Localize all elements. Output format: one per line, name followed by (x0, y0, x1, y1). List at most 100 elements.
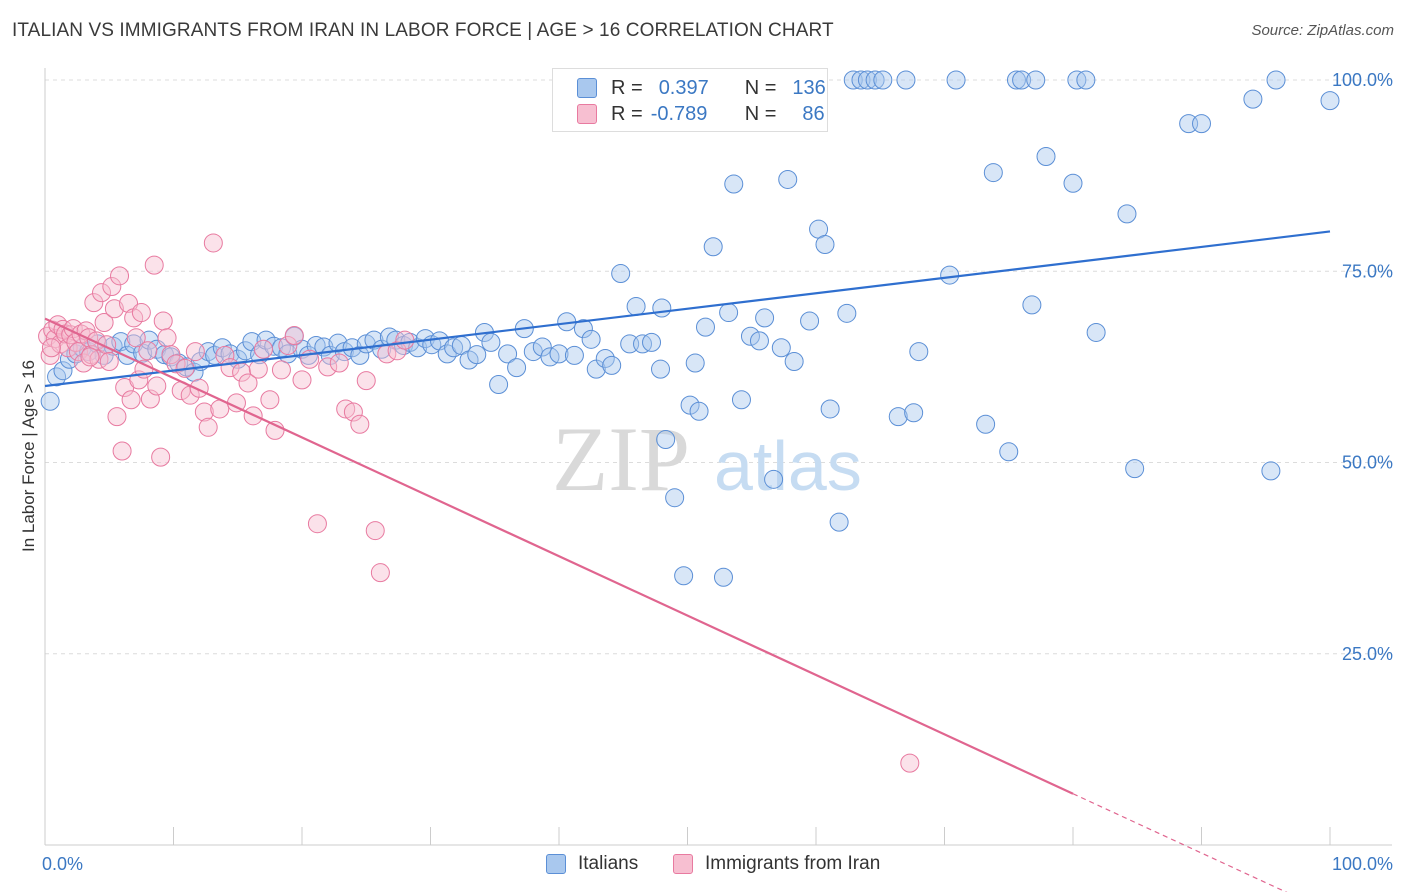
italians-point (611, 264, 631, 284)
iran-point (121, 390, 141, 410)
iran-point (336, 399, 356, 419)
legend-swatch-italians (577, 78, 597, 98)
italians-point (626, 296, 646, 316)
iran-point (271, 360, 291, 380)
italians-point (1117, 204, 1137, 224)
iran-point (387, 341, 407, 361)
italians-point (1192, 114, 1211, 134)
italians-trend-line (44, 230, 1331, 388)
italians-point (755, 308, 775, 328)
iran-point (104, 299, 124, 319)
italians-point (778, 169, 798, 189)
italians-point (940, 265, 960, 285)
italians-point (489, 374, 509, 394)
iran-point (292, 370, 312, 390)
italians-point (865, 70, 885, 90)
iran-point (119, 293, 139, 313)
axes (44, 68, 1392, 846)
italians-point (564, 345, 584, 365)
iran-point (356, 371, 376, 391)
italians-point (999, 442, 1019, 462)
italians-point (350, 345, 370, 365)
italians-point (1022, 295, 1042, 315)
iran-point (284, 326, 304, 346)
legend-row-italians: R = 0.397 N = 136 (577, 75, 826, 101)
italians-point (1261, 461, 1281, 481)
series-italians (40, 70, 1340, 587)
iran-point (126, 328, 146, 348)
italians-point (983, 163, 1003, 183)
y-tick-label: 75.0% (1342, 261, 1393, 281)
chart-title: ITALIAN VS IMMIGRANTS FROM IRAN IN LABOR… (12, 20, 834, 41)
iran-point (253, 339, 273, 359)
italians-point (444, 338, 464, 358)
italians-point (713, 567, 733, 587)
bottom-legend-swatch-iran (673, 854, 693, 874)
iran-point (343, 402, 363, 422)
tick-labels: 25.0% 50.0% 75.0% 100.0% 0.0% 100.0% (42, 70, 1393, 874)
italians-point (1125, 459, 1145, 479)
iran-point (161, 345, 181, 365)
italians-point (1026, 70, 1046, 90)
italians-point (703, 237, 723, 257)
italians-point (498, 344, 518, 364)
italians-point (888, 407, 908, 427)
italians-point (749, 331, 769, 351)
x-tick-label: 100.0% (1332, 854, 1393, 874)
iran-point (329, 353, 349, 373)
italians-point (1243, 89, 1263, 109)
italians-point (573, 319, 593, 339)
italians-point (837, 303, 857, 323)
italians-point (507, 358, 527, 378)
italians-point (976, 414, 996, 434)
italians-point (1063, 173, 1083, 193)
iran-point (203, 233, 223, 253)
iran-point (107, 407, 127, 427)
legend-n-value: 136 (792, 76, 826, 99)
italians-point (53, 361, 73, 381)
iran-point (194, 402, 214, 422)
legend-n-value: 86 (802, 102, 825, 125)
italians-point (1036, 147, 1056, 166)
trend-lines (44, 230, 1331, 892)
italians-point (602, 355, 622, 375)
iran-point (198, 417, 218, 437)
iran-point (248, 359, 268, 379)
italians-point (800, 311, 820, 331)
italians-point (820, 399, 840, 419)
italians-point (205, 345, 225, 365)
legend-r-value: -0.789 (650, 102, 708, 125)
iran-point (153, 311, 173, 331)
watermark-atlas: atlas (714, 427, 862, 505)
iran-point (900, 753, 920, 773)
iran-point (370, 563, 390, 583)
italians-point (481, 332, 501, 352)
iran-point (185, 342, 205, 362)
italians-point (724, 174, 744, 194)
italians-point (904, 403, 924, 423)
iran-point (102, 277, 122, 297)
iran-point (112, 441, 132, 461)
bottom-legend-iran: Immigrants from Iran (673, 852, 880, 876)
iran-point (84, 293, 104, 313)
iran-point (92, 283, 112, 303)
italians-point (909, 342, 929, 362)
iran-point (166, 354, 186, 374)
italians-point (946, 70, 966, 90)
x-tick-label: 0.0% (42, 854, 83, 874)
source-label: Source: ZipAtlas.com (1251, 22, 1394, 39)
grid-lines (45, 79, 1392, 655)
iran-point (260, 390, 280, 410)
italians-point (1006, 70, 1026, 90)
italians-point (689, 401, 709, 421)
italians-point (532, 337, 552, 357)
y-tick-label: 25.0% (1342, 644, 1393, 664)
bottom-legend-label-italians: Italians (578, 853, 639, 874)
italians-point (764, 469, 784, 489)
italians-point (843, 70, 863, 90)
italians-point (1076, 70, 1096, 90)
italians-point (1320, 91, 1340, 111)
italians-point (651, 359, 671, 379)
italians-point (1012, 70, 1032, 90)
